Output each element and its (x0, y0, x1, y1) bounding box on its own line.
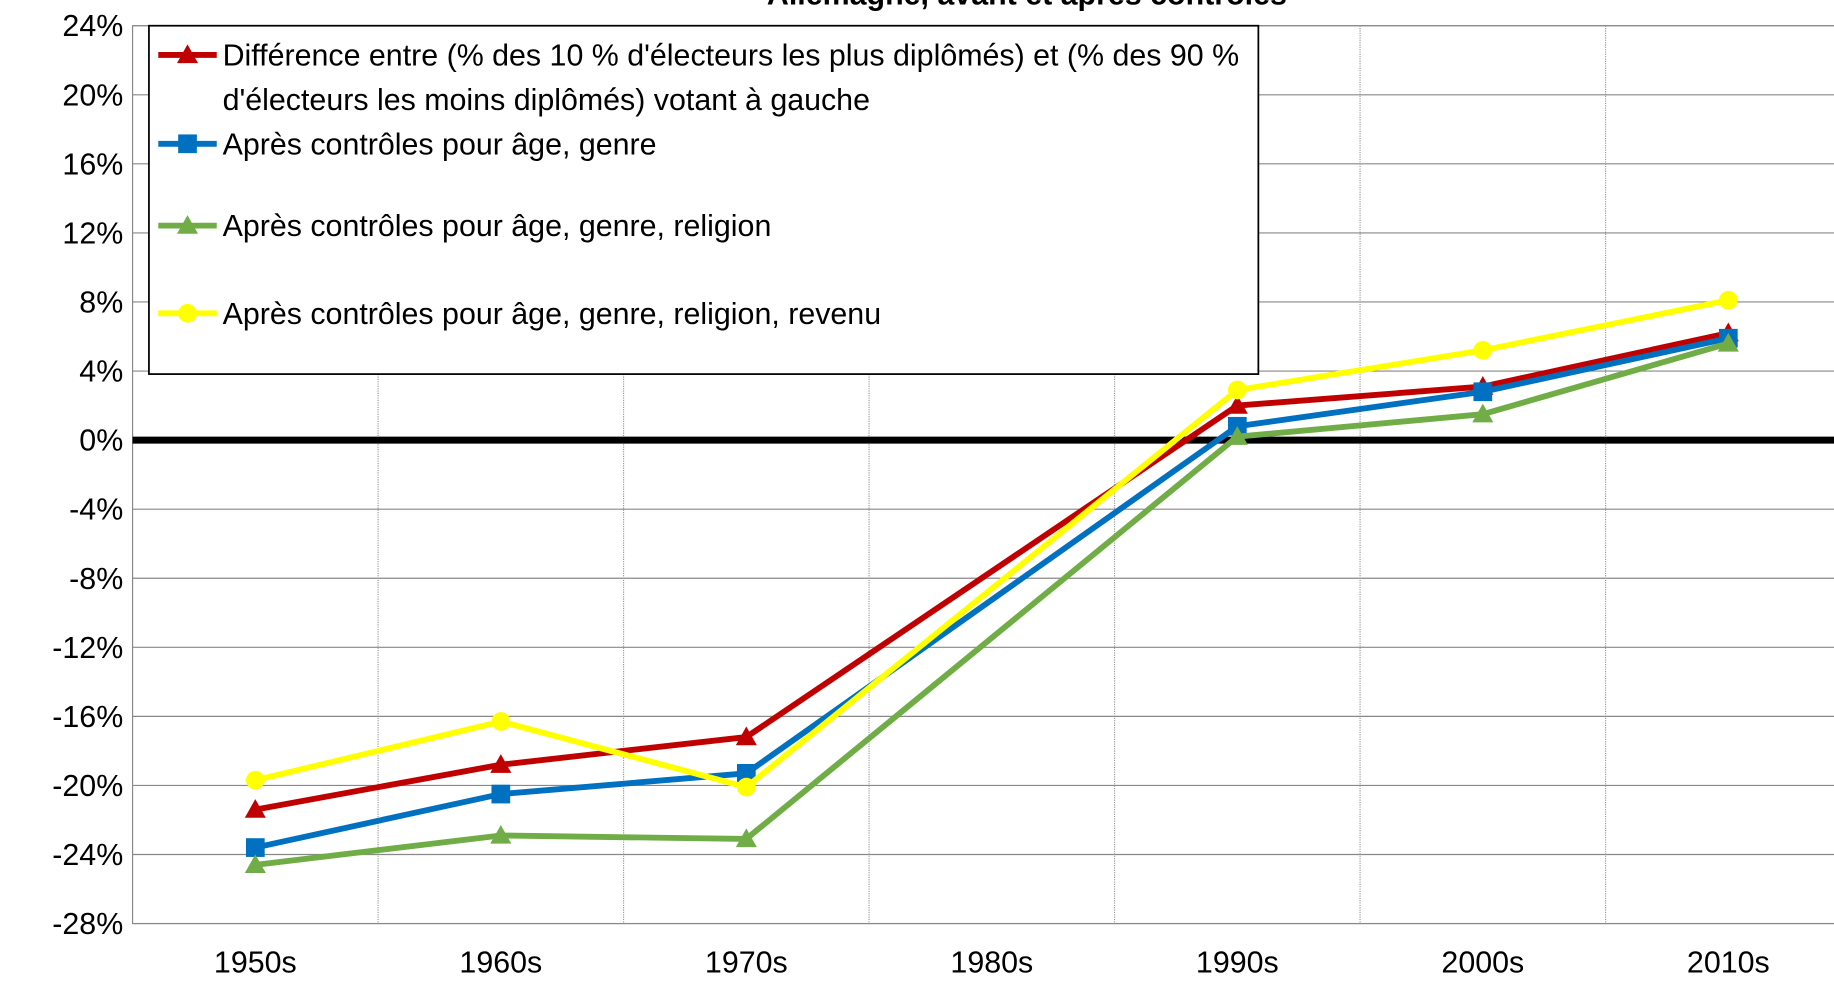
y-tick-label: -20% (52, 769, 123, 803)
marker (736, 763, 756, 783)
marker (1473, 382, 1493, 402)
y-tick-label: -28% (52, 907, 123, 941)
y-tick-label: 0% (79, 424, 123, 458)
y-tick-label: -4% (69, 493, 123, 527)
y-tick-label: 20% (62, 78, 123, 112)
x-tick-label: 1990s (1196, 946, 1279, 980)
series-line (254, 297, 1729, 791)
x-tick-label: 1960s (459, 946, 542, 980)
y-tick-label: 16% (62, 147, 123, 181)
y-tick-label: 4% (79, 355, 123, 389)
legend-label: Différence entre (% des 10 % d'électeurs… (223, 38, 1240, 116)
marker (244, 854, 266, 874)
legend-label-line: d'électeurs les moins diplômés) votant à… (223, 83, 870, 117)
x-tick-label: 1970s (705, 946, 788, 980)
x-tick-label: 1950s (214, 946, 297, 980)
marker (491, 784, 511, 804)
marker (1718, 290, 1738, 310)
marker (1227, 380, 1247, 400)
legend-label: Après contrôles pour âge, genre, religio… (223, 209, 772, 243)
y-tick-label: 12% (62, 216, 123, 250)
marker (1226, 426, 1248, 445)
marker (490, 824, 512, 844)
marker (178, 134, 197, 154)
marker (490, 754, 512, 773)
marker (735, 726, 757, 746)
marker (1226, 395, 1248, 414)
legend-label-line: Différence entre (% des 10 % d'électeurs… (223, 38, 1240, 72)
marker (735, 828, 757, 848)
y-tick-label: 8% (79, 285, 123, 319)
marker (245, 838, 265, 857)
series-line (254, 335, 1729, 851)
marker (491, 712, 511, 731)
marker (176, 215, 199, 234)
legend-label: Après contrôles pour âge, genre, religio… (223, 297, 882, 331)
x-tick-label: 2000s (1441, 946, 1524, 980)
series-line (254, 330, 1729, 813)
marker (245, 770, 265, 790)
marker (1473, 340, 1493, 360)
marker (1717, 332, 1739, 352)
x-tick-label: 1980s (950, 946, 1033, 980)
lines (244, 290, 1739, 874)
marker (176, 44, 199, 64)
marker (1472, 403, 1494, 423)
legend: Différence entre (% des 10 % d'électeurs… (148, 24, 1260, 375)
y-tick-label: 24% (62, 9, 123, 43)
y-tick-label: -12% (52, 631, 123, 665)
y-tick-label: -8% (69, 562, 123, 596)
chart-title: Allemagne, avant et après contrôles (767, 0, 1287, 12)
x-tick-label: 2010s (1687, 946, 1770, 980)
legend-box (148, 24, 1260, 375)
series-line (254, 340, 1730, 868)
marker (736, 777, 756, 797)
y-tick-label: -24% (52, 838, 123, 872)
y-tick-label: -16% (52, 700, 123, 734)
legend-label: Après contrôles pour âge, genre (223, 127, 657, 161)
marker (178, 303, 197, 323)
marker (244, 799, 266, 818)
